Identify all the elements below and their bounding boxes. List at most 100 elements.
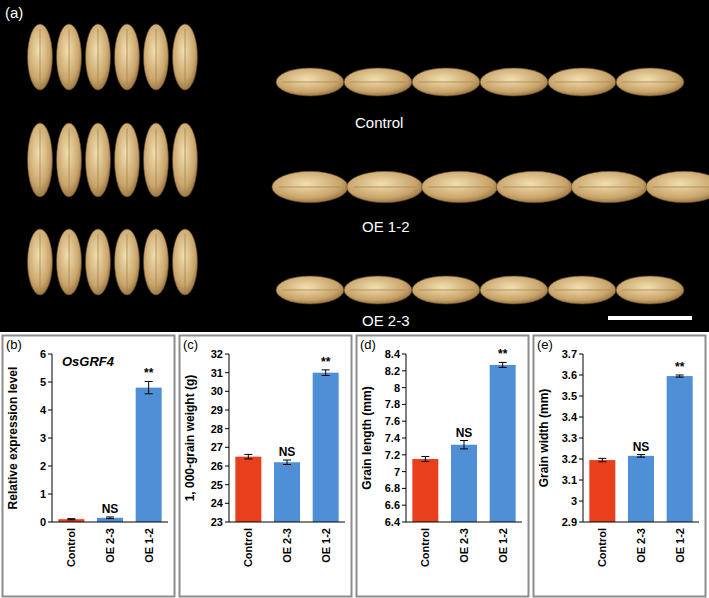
bar [667, 376, 693, 522]
y-tick-label: 8.2 [385, 365, 400, 377]
grain-lying [480, 276, 548, 304]
y-axis-line [52, 354, 53, 522]
grain-lying [571, 171, 647, 202]
grain-ridge [350, 290, 406, 291]
y-axis-label: Grain length (mm) [360, 386, 374, 489]
y-tick [402, 421, 406, 422]
y-tick [48, 438, 52, 439]
y-axis-label: 1, 000-grain weight (g) [183, 375, 197, 502]
error-stem [248, 454, 249, 458]
y-tick [402, 522, 406, 523]
y-tick-label: 3 [40, 432, 46, 444]
panel-label: (d) [360, 337, 376, 352]
y-tick-label: 5 [40, 376, 46, 388]
x-tick-label: Control [419, 528, 431, 567]
error-cap [460, 440, 468, 441]
grain-ridge [578, 187, 641, 188]
y-tick [48, 522, 52, 523]
x-tick-label: OE 1-2 [320, 528, 332, 563]
grain-ridge [622, 290, 678, 291]
y-tick [225, 410, 229, 411]
grain-lying [422, 171, 498, 202]
grain-ridge [98, 29, 99, 85]
grain-lying [344, 276, 412, 304]
grain-ridge [69, 29, 70, 85]
grain-lying [412, 68, 480, 96]
photo-panel: (a)ControlOE 1-2OE 2-3 [0, 0, 709, 332]
grain-ridge [503, 187, 566, 188]
panel-frame [534, 336, 706, 597]
x-axis-line [229, 522, 345, 523]
y-tick-label: 4 [40, 404, 47, 416]
grain-lying [412, 276, 480, 304]
y-tick-label: 6.6 [385, 499, 400, 511]
error-bar [106, 517, 114, 519]
y-tick [48, 354, 52, 355]
bar [274, 462, 300, 522]
y-axis-line [229, 354, 230, 522]
y-tick-label: 3.2 [562, 453, 577, 465]
y-tick [579, 417, 583, 418]
error-cap [322, 375, 330, 376]
y-tick [579, 501, 583, 502]
grain-upright [57, 229, 82, 295]
grain-ridge [653, 187, 709, 188]
x-tick-label: OE 2-3 [635, 528, 647, 563]
y-tick-label: 7.2 [385, 449, 400, 461]
grain-ridge [486, 290, 542, 291]
grain-upright [86, 24, 111, 90]
bar [412, 459, 438, 522]
grain-ridge [486, 82, 542, 83]
y-tick [579, 480, 583, 481]
y-tick-label: 8 [394, 382, 400, 394]
grain-ridge [127, 129, 128, 192]
grain-ridge [98, 129, 99, 192]
y-tick-label: 0 [40, 516, 46, 528]
grain-ridge [279, 187, 342, 188]
x-tick-label: OE 2-3 [281, 528, 293, 563]
grain-lying [646, 171, 709, 202]
grain-ridge [127, 29, 128, 85]
grain-lying [496, 171, 572, 202]
y-tick-label: 24 [211, 497, 224, 509]
bar [490, 365, 516, 522]
error-cap [67, 518, 75, 519]
grain-lying [548, 68, 616, 96]
scale-bar [608, 316, 692, 320]
grain-ridge [40, 29, 41, 85]
panel-label: (a) [5, 4, 23, 21]
y-tick-label: 2 [40, 460, 46, 472]
plot-area [58, 381, 161, 522]
bar-chart: (d)Grain length (mm)6.46.66.877.27.47.67… [357, 336, 529, 597]
bar-chart: (c)1, 000-grain weight (g)23242526272829… [180, 336, 352, 597]
error-bar [676, 375, 684, 377]
error-cap [421, 461, 429, 462]
y-tick-label: 32 [211, 348, 223, 360]
x-tick-label: Control [65, 528, 77, 567]
error-cap [598, 458, 606, 459]
grain-upright [144, 24, 169, 90]
grain-upright [144, 229, 169, 295]
error-cap [67, 519, 75, 520]
significance-label: ** [675, 360, 685, 374]
error-cap [106, 516, 114, 517]
grain-ridge [418, 82, 474, 83]
photo-background [0, 0, 709, 332]
bar [136, 388, 162, 522]
y-tick-label: 3.1 [562, 474, 577, 486]
y-tick-label: 29 [211, 404, 223, 416]
y-tick-label: 8.4 [385, 348, 401, 360]
error-cap [244, 458, 252, 459]
error-cap [322, 369, 330, 370]
y-tick-label: 3.5 [562, 390, 577, 402]
error-bar [637, 455, 645, 458]
y-axis-line [583, 354, 584, 522]
significance-label: NS [279, 445, 296, 459]
error-stem [502, 362, 503, 367]
grain-ridge [98, 234, 99, 290]
error-cap [499, 367, 507, 368]
bar-chart: (e)Grain width (mm)2.933.13.23.33.43.53.… [534, 336, 706, 597]
significance-label: ** [321, 355, 331, 369]
panel-frame [357, 336, 529, 597]
y-tick [402, 471, 406, 472]
